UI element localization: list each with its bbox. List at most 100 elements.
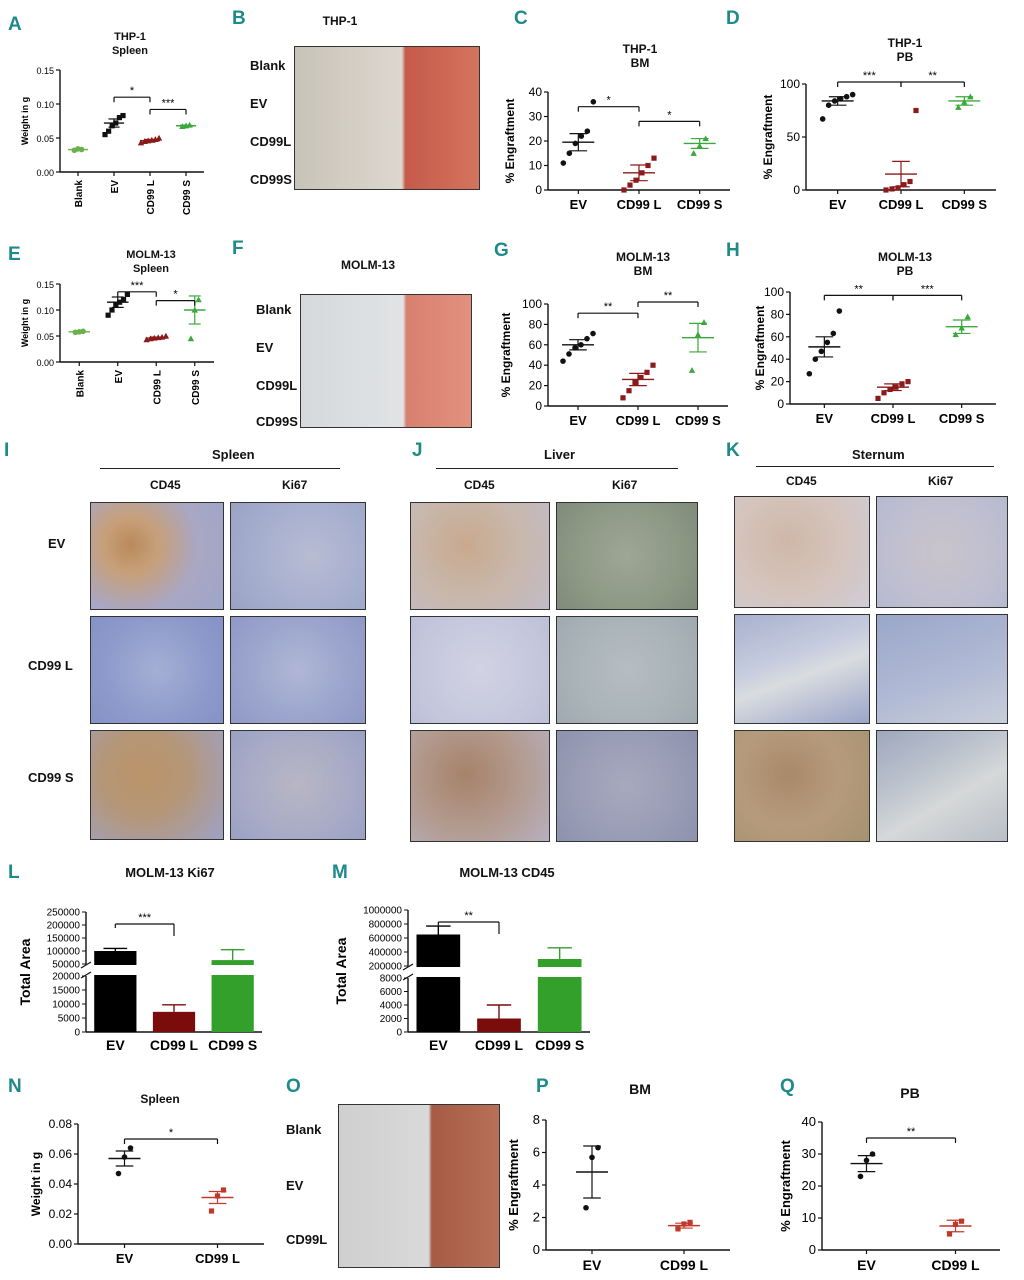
data-point-g-1-0 — [620, 395, 626, 401]
data-point-c-0-3 — [578, 133, 585, 139]
data-point-c-0-1 — [566, 150, 573, 157]
panel-label-b: B — [232, 8, 246, 29]
y-tick-label-p-0: 0 — [533, 1242, 540, 1257]
y-tick-label-lower-m-1: 2000 — [380, 1014, 403, 1025]
data-point-d-0-4 — [843, 93, 850, 100]
data-point-e-1-5 — [124, 291, 130, 297]
spleen-photo-f — [300, 294, 472, 428]
data-point-d-1-2 — [895, 185, 901, 191]
y-tick-label-c-1: 10 — [529, 159, 543, 173]
data-point-h-0-0 — [806, 370, 813, 377]
chart-title-e-line1: MOLM-13 — [126, 249, 176, 261]
y-axis-label-n: Weight in g — [29, 1152, 43, 1216]
data-point-a-1-0 — [102, 132, 108, 138]
axis-break-upper-m — [402, 963, 414, 971]
histology-sternum-cd99l-ki67 — [876, 614, 1008, 724]
histology-col-cd45-sternum: CD45 — [786, 474, 817, 488]
chart-title-g: MOLM-13 BM — [588, 250, 698, 278]
bar-m-1 — [477, 1018, 521, 1032]
histology-liver-cd99s-cd45 — [410, 730, 550, 842]
histology-spleen-cd99s-cd45 — [90, 730, 224, 840]
bar-l-0 — [94, 951, 137, 1032]
chart-title-l: MOLM-13 Ki67 — [125, 865, 215, 880]
y-tick-label-upper-l-4: 250000 — [47, 908, 81, 919]
data-point-d-0-1 — [825, 102, 832, 108]
histology-col-ki67-spleen: Ki67 — [282, 478, 308, 492]
y-tick-label-lower-l-3: 15000 — [52, 986, 80, 997]
sig-label-h-1: *** — [921, 283, 935, 295]
data-point-n-0-0 — [115, 1170, 122, 1177]
data-point-h-1-2 — [887, 386, 893, 393]
x-tick-label-l-1: CD99 L — [150, 1037, 199, 1053]
x-tick-label-d-1: CD99 L — [879, 197, 924, 212]
data-point-g-1-3 — [638, 374, 644, 381]
y-tick-label-upper-m-2: 600000 — [369, 934, 403, 945]
data-point-c-2-0 — [690, 150, 697, 156]
y-tick-label-g-1: 20 — [529, 379, 543, 393]
chart-title-m: MOLM-13 CD45 — [459, 865, 555, 880]
data-point-g-2-2 — [700, 319, 708, 325]
x-tick-label-a-2: CD99 L — [146, 180, 157, 214]
data-point-a-2-5 — [155, 134, 163, 141]
data-point-d-1-5 — [913, 107, 919, 114]
y-tick-label-h-3: 60 — [771, 330, 785, 344]
data-point-c-0-0 — [560, 160, 567, 166]
x-tick-label-e-2: CD99 L — [152, 370, 163, 404]
y-tick-label-lower-m-4: 8000 — [380, 974, 403, 985]
y-tick-label-q-4: 40 — [802, 1114, 816, 1129]
photo-b-row-label-blank: Blank — [250, 58, 286, 73]
chart-title-e-line2: Spleen — [132, 263, 170, 275]
photo-b-row-label-ev: EV — [250, 96, 268, 111]
x-tick-label-l-0: EV — [106, 1037, 125, 1053]
x-tick-label-p-0: EV — [583, 1257, 602, 1273]
data-point-p-1-2 — [687, 1219, 693, 1225]
panel-label-l: L — [8, 862, 20, 883]
chart-title-p: BM — [629, 1081, 651, 1097]
data-point-c-1-1 — [627, 182, 633, 188]
photo-f-row-label-ev: EV — [256, 340, 274, 355]
y-tick-label-a-0: 0.00 — [36, 168, 54, 178]
data-point-g-1-2 — [632, 379, 638, 386]
histology-col-cd45-liver: CD45 — [464, 478, 495, 492]
photo-o-row-label-blank: Blank — [286, 1122, 322, 1137]
panel-label-a: A — [8, 14, 22, 35]
y-axis-label-c: % Engraftment — [503, 99, 517, 184]
histology-spleen-ev-cd45 — [90, 502, 224, 610]
photo-b-row-label-cd99l: CD99L — [250, 134, 292, 149]
x-tick-label-c-0: EV — [570, 197, 588, 212]
y-tick-label-lower-l-1: 5000 — [58, 1014, 81, 1025]
data-point-a-1-1 — [106, 128, 112, 134]
data-point-n-1-2 — [220, 1187, 227, 1193]
x-tick-label-m-1: CD99 L — [475, 1037, 524, 1053]
histology-row-label-cd99s: CD99 S — [28, 770, 74, 785]
x-tick-label-h-0: EV — [816, 411, 834, 426]
y-tick-label-q-2: 20 — [802, 1178, 816, 1193]
histology-title-sternum: Sternum — [852, 447, 905, 462]
x-tick-label-h-2: CD99 S — [939, 411, 985, 426]
histology-col-ki67-sternum: Ki67 — [928, 474, 954, 488]
sig-label-e-0: *** — [131, 280, 145, 292]
x-tick-label-m-0: EV — [429, 1037, 448, 1053]
panel-label-p: P — [536, 1076, 549, 1097]
photo-o-row-label-cd99l: CD99L — [286, 1232, 328, 1247]
histology-sternum-cd99s-ki67 — [876, 730, 1008, 842]
y-tick-label-d-0: 0 — [793, 183, 800, 197]
data-point-h-2-2 — [964, 313, 971, 320]
chart-title-h-line1: MOLM-13 — [878, 250, 932, 264]
x-tick-label-q-0: EV — [857, 1257, 876, 1273]
data-point-d-2-0 — [955, 104, 962, 110]
x-tick-label-g-1: CD99 L — [616, 413, 661, 428]
histology-title-liver: Liver — [544, 447, 576, 462]
chart-title-q: PB — [900, 1085, 920, 1101]
data-point-e-1-0 — [105, 312, 111, 318]
panel-label-o: O — [286, 1076, 301, 1097]
chart-title-g-line2: BM — [633, 264, 653, 278]
y-tick-label-lower-m-3: 6000 — [380, 987, 403, 998]
data-point-e-2-5 — [162, 332, 170, 339]
sig-label-e-1: * — [173, 289, 178, 301]
histology-liver-cd99l-cd45 — [410, 616, 550, 724]
y-tick-label-n-4: 0.08 — [49, 1117, 73, 1131]
y-tick-label-p-3: 6 — [533, 1145, 540, 1160]
data-point-a-1-4 — [116, 115, 122, 121]
